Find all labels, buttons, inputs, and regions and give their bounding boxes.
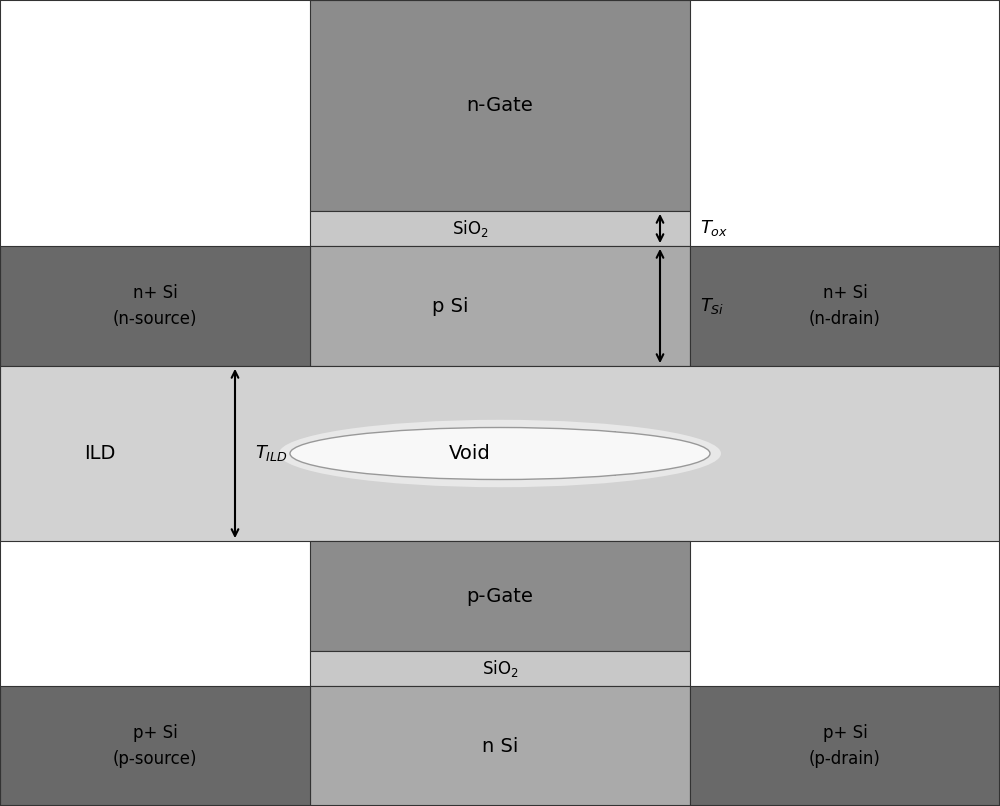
Text: Void: Void — [449, 444, 491, 463]
Text: $T_{ox}$: $T_{ox}$ — [700, 218, 728, 239]
Ellipse shape — [290, 427, 710, 480]
Bar — [310, 0, 690, 211]
Text: p+ Si
(p-drain): p+ Si (p-drain) — [809, 725, 881, 767]
Text: n+ Si
(n-drain): n+ Si (n-drain) — [809, 285, 881, 327]
Bar — [310, 211, 690, 246]
Text: ILD: ILD — [84, 444, 116, 463]
Bar — [0, 366, 1000, 541]
Bar — [310, 651, 690, 686]
Text: p Si: p Si — [432, 297, 468, 315]
Bar — [690, 246, 1000, 366]
Text: $T_{Si}$: $T_{Si}$ — [700, 296, 724, 316]
Ellipse shape — [279, 420, 721, 487]
Text: n Si: n Si — [482, 737, 518, 755]
Text: n-Gate: n-Gate — [467, 96, 533, 115]
Bar — [310, 541, 690, 651]
Text: $T_{ILD}$: $T_{ILD}$ — [255, 443, 288, 463]
Bar — [0, 686, 310, 806]
Text: n+ Si
(n-source): n+ Si (n-source) — [113, 285, 197, 327]
Text: p+ Si
(p-source): p+ Si (p-source) — [113, 725, 197, 767]
Text: $T_{void}$: $T_{void}$ — [635, 443, 675, 463]
Text: p-Gate: p-Gate — [467, 587, 533, 605]
Bar — [690, 686, 1000, 806]
Bar — [310, 246, 690, 366]
Bar — [310, 686, 690, 806]
Text: SiO$_2$: SiO$_2$ — [452, 218, 488, 239]
Text: SiO$_2$: SiO$_2$ — [482, 658, 518, 679]
Bar — [0, 246, 310, 366]
